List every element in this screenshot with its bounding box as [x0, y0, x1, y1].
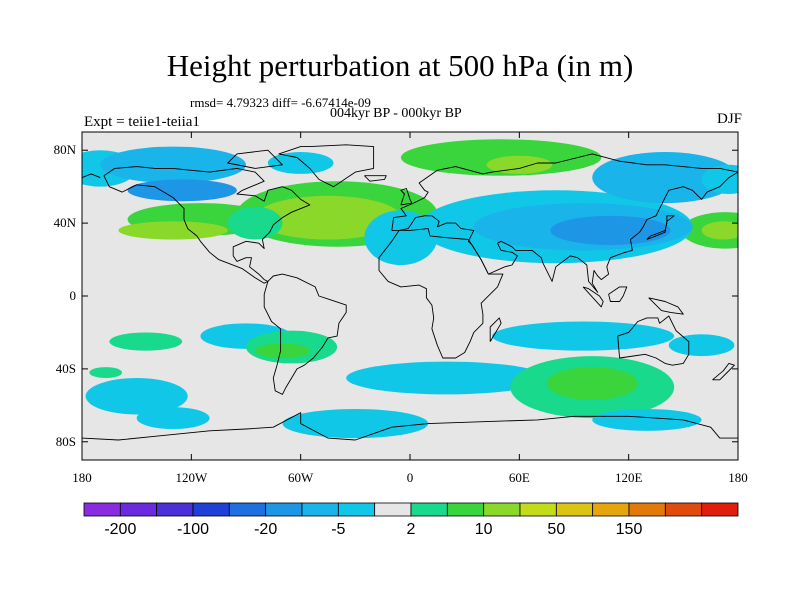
- lon-tick-label: 0: [407, 470, 414, 485]
- colorbar-box: [83, 502, 121, 517]
- lat-tick-label: 80N: [54, 142, 77, 157]
- contour-region: [701, 221, 738, 240]
- colorbar-box: [410, 502, 448, 517]
- lon-tick-label: 120W: [175, 470, 208, 485]
- colorbar-box: [192, 502, 230, 517]
- coastline: [82, 173, 101, 179]
- colorbar-box: [519, 502, 557, 517]
- contour-region: [701, 164, 738, 194]
- coastline-layer: [82, 144, 738, 441]
- map-plot-area: 80N 40N 0 40S 80S 180 120W 60W 0 60E 120E 180: [54, 131, 748, 485]
- contour-region: [592, 152, 738, 204]
- coastline: [400, 188, 413, 206]
- lat-tick-label: 0: [70, 288, 77, 303]
- contour-region: [255, 343, 310, 358]
- colorbar-box: [265, 502, 303, 517]
- contour-region: [89, 367, 123, 378]
- colorbar-box: [592, 502, 630, 517]
- colorbar-box: [483, 502, 521, 517]
- contour-region: [592, 408, 702, 431]
- coastline: [391, 171, 738, 293]
- coastline: [582, 286, 604, 308]
- coastline: [227, 149, 283, 169]
- contour-region: [136, 407, 210, 430]
- height-field-layer: [82, 139, 738, 439]
- colorbar: -200 -100 -20 -5 2 10 50 150: [83, 502, 739, 538]
- contour-region: [491, 321, 675, 351]
- experiment-label: Expt = teiie1-teiia1: [84, 114, 200, 130]
- lon-tick-label: 120E: [615, 470, 643, 485]
- coastline: [617, 315, 690, 366]
- contour-region: [127, 179, 237, 202]
- colorbar-box: [301, 502, 339, 517]
- colorbar-box: [701, 502, 739, 517]
- contour-region: [227, 206, 283, 240]
- contour-region: [85, 378, 188, 415]
- coastline: [608, 286, 628, 302]
- contour-region: [282, 408, 429, 439]
- contour-region: [668, 334, 735, 357]
- lat-tick-label: 80S: [56, 434, 76, 449]
- contour-region: [118, 221, 228, 240]
- contour-region: [267, 152, 334, 174]
- lat-tick-label: 40N: [54, 215, 77, 230]
- colorbar-box: [555, 502, 594, 517]
- colorbar-box: [664, 502, 703, 517]
- colorbar-label: 10: [475, 521, 493, 538]
- colorbar-box: [119, 502, 158, 517]
- colorbar-label: -100: [177, 521, 209, 538]
- colorbar-box: [374, 502, 412, 517]
- colorbar-label: 2: [407, 521, 416, 538]
- map-title: Height perturbation at 500 hPa (in m): [166, 48, 634, 83]
- colorbar-label: -200: [104, 521, 136, 538]
- lat-tick-label: 40S: [56, 361, 76, 376]
- coastline: [82, 412, 738, 441]
- contour-region: [100, 146, 246, 184]
- lon-tick-label: 60E: [509, 470, 530, 485]
- colorbar-label: -20: [254, 521, 277, 538]
- colorbar-label: 150: [616, 521, 643, 538]
- axis-ticks: 80N 40N 0 40S 80S 180 120W 60W 0 60E 120E 180: [54, 132, 748, 485]
- rmsd-diff-stats: rmsd= 4.79323 diff= -6.67414e-09: [190, 95, 371, 110]
- coastline: [378, 228, 504, 359]
- contour-region: [255, 195, 401, 240]
- contour-region: [550, 215, 671, 245]
- contour-region: [546, 367, 638, 400]
- coastline: [391, 153, 738, 231]
- coastline: [364, 175, 387, 182]
- coastline: [712, 362, 735, 381]
- lon-tick-label: 180: [72, 470, 92, 485]
- colorbar-box: [446, 502, 485, 517]
- coastline: [646, 215, 675, 240]
- season-label: DJF: [716, 111, 742, 127]
- contour-region: [364, 210, 438, 266]
- lon-tick-label: 60W: [288, 470, 314, 485]
- lon-tick-label: 180: [728, 470, 748, 485]
- contour-region: [109, 332, 183, 351]
- colorbar-box: [156, 502, 194, 517]
- coastline: [278, 144, 375, 188]
- colorbar-box: [228, 502, 267, 517]
- colorbar-label: 50: [547, 521, 565, 538]
- coastline: [648, 297, 684, 315]
- colorbar-label: -5: [331, 521, 345, 538]
- colorbar-box: [337, 502, 376, 517]
- colorbar-box: [628, 502, 666, 517]
- contour-region: [486, 155, 553, 174]
- coastline: [263, 273, 347, 395]
- contour-region: [346, 361, 547, 395]
- coastline: [489, 317, 502, 342]
- coastline: [103, 166, 311, 284]
- period-label: 004kyr BP - 000kyr BP: [330, 106, 462, 121]
